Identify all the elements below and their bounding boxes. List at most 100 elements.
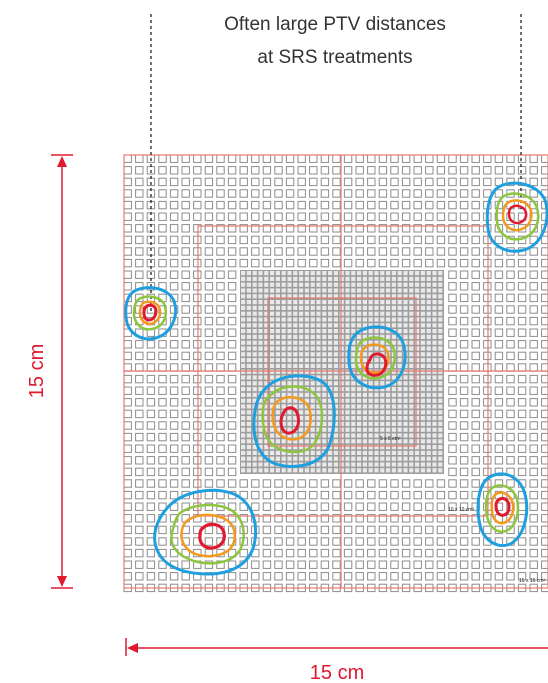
detector-cell [425, 166, 434, 175]
detector-cell-dense [420, 468, 425, 473]
detector-cell-dense [380, 468, 385, 473]
detector-cell [517, 154, 527, 163]
detector-cell [285, 189, 295, 198]
detector-cell-dense [426, 300, 431, 305]
detector-cell-dense [357, 323, 362, 328]
detector-cell [169, 363, 179, 372]
detector-cell-dense [403, 421, 408, 426]
detector-cell [135, 386, 144, 395]
detector-cell [401, 166, 411, 175]
detector-cell-dense [258, 416, 263, 421]
detector-cell-dense [362, 410, 367, 415]
detector-cell [216, 177, 225, 187]
detector-cell-dense [397, 421, 402, 426]
detector-cell [169, 456, 179, 465]
detector-cell-dense [426, 375, 431, 380]
detector-cell-dense [275, 381, 280, 386]
detector-cell [459, 548, 469, 558]
detector-cell [529, 525, 538, 535]
detector-cell-dense [403, 311, 408, 316]
detector-cell-dense [281, 317, 286, 322]
detector-cell-dense [351, 329, 356, 334]
detector-cell-dense [397, 462, 402, 467]
detector-cell-dense [362, 404, 367, 409]
detector-cell [355, 525, 364, 535]
detector-cell-dense [241, 369, 246, 374]
detector-cell [181, 386, 190, 395]
detector-cell [135, 525, 144, 535]
detector-cell [425, 200, 434, 210]
detector-cell [367, 154, 376, 163]
detector-cell-dense [333, 439, 338, 444]
detector-cell-dense [316, 445, 321, 450]
detector-cell-dense [322, 352, 327, 357]
detector-cell [193, 444, 202, 453]
detector-cell-dense [397, 404, 402, 409]
detector-cell [343, 189, 353, 198]
detector-cell [216, 166, 225, 175]
detector-cell-dense [322, 404, 327, 409]
detector-cell-dense [328, 340, 333, 345]
detector-cell [448, 316, 457, 326]
detector-cell-dense [415, 421, 420, 426]
detector-cell [216, 340, 225, 349]
detector-cell [459, 444, 469, 453]
detector-cell [158, 398, 167, 407]
detector-cell-dense [438, 363, 443, 368]
detector-cell-dense [281, 468, 286, 473]
detector-cell-dense [357, 404, 362, 409]
detector-cell [355, 212, 364, 221]
detector-cell-dense [264, 282, 269, 287]
detector-cell-dense [438, 468, 443, 473]
detector-cell [193, 270, 202, 279]
detector-cell-dense [264, 276, 269, 281]
detector-cell-dense [299, 300, 304, 305]
detector-cell-dense [391, 439, 396, 444]
detector-cell-dense [420, 346, 425, 351]
detector-cell-dense [420, 329, 425, 334]
detector-cell-dense [270, 363, 275, 368]
detector-cell-dense [270, 305, 275, 310]
detector-cell [471, 177, 480, 187]
detector-cell-dense [386, 410, 391, 415]
detector-cell [146, 398, 156, 407]
detector-cell-dense [432, 271, 437, 276]
detector-cell-dense [357, 427, 362, 432]
detector-cell-dense [386, 271, 391, 276]
detector-cell-dense [426, 404, 431, 409]
detector-cell [378, 548, 388, 558]
detector-cell-dense [380, 317, 385, 322]
detector-cell-dense [397, 450, 402, 455]
detector-cell-dense [339, 445, 344, 450]
detector-cell [413, 189, 422, 198]
detector-cell [483, 432, 492, 442]
detector-cell-dense [293, 323, 298, 328]
detector-cell-dense [368, 294, 373, 299]
detector-cell-dense [397, 398, 402, 403]
detector-cell [320, 154, 330, 163]
detector-cell-dense [310, 317, 315, 322]
detector-cell-dense [403, 317, 408, 322]
detector-cell-dense [246, 288, 251, 293]
detector-cell [204, 456, 214, 465]
detector-cell [158, 432, 167, 442]
detector-cell [459, 305, 469, 314]
detector-cell [448, 456, 457, 465]
detector-cell-dense [293, 369, 298, 374]
detector-cell-dense [328, 276, 333, 281]
detector-cell [123, 479, 132, 488]
detector-cell [297, 502, 306, 511]
detector-cell [459, 189, 469, 198]
detector-cell-dense [281, 323, 286, 328]
detector-cell [448, 224, 457, 233]
detector-cell-dense [415, 456, 420, 461]
detector-cell [459, 386, 469, 395]
detector-cell [135, 432, 144, 442]
detector-cell [204, 467, 214, 477]
detector-cell [529, 432, 538, 442]
detector-cell-dense [275, 468, 280, 473]
detector-cell-dense [380, 433, 385, 438]
detector-cell [216, 432, 225, 442]
detector-cell [541, 351, 548, 361]
detector-cell-dense [241, 450, 246, 455]
